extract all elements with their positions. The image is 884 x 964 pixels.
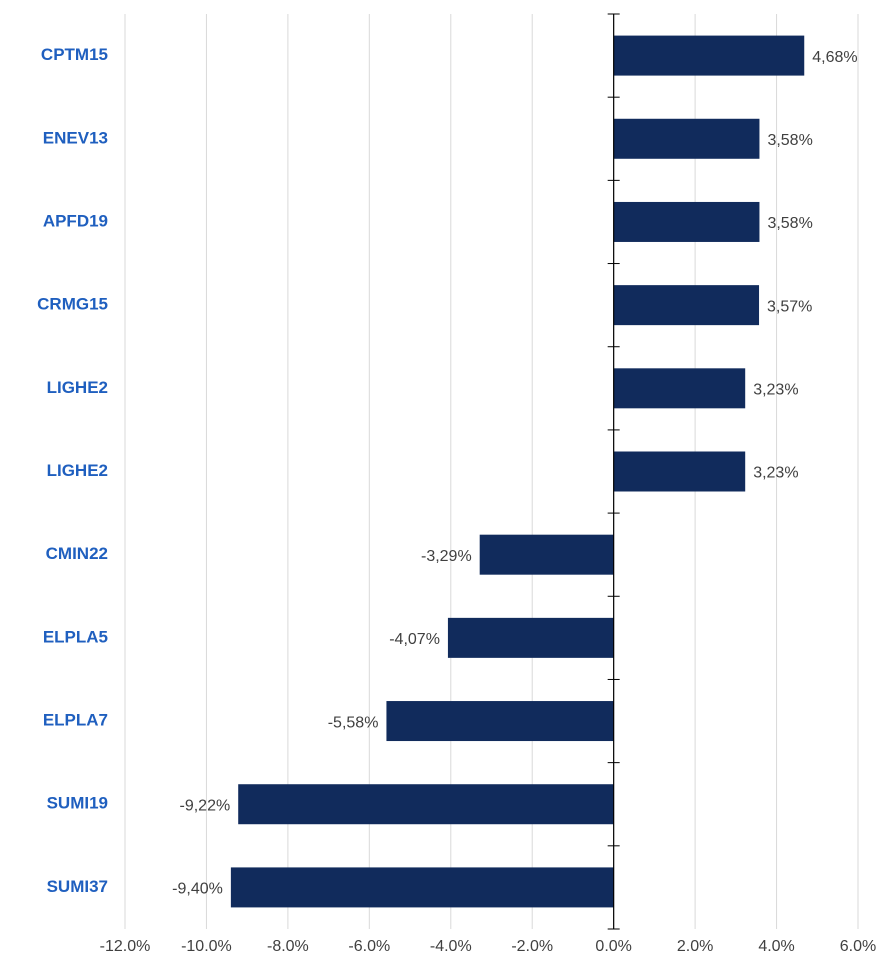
value-label: -4,07% bbox=[389, 631, 440, 648]
category-label: APFD19 bbox=[43, 211, 108, 230]
category-label: LIGHE2 bbox=[47, 461, 108, 480]
x-tick-label: -10.0% bbox=[181, 938, 232, 955]
category-label: ENEV13 bbox=[43, 128, 108, 147]
bar bbox=[238, 784, 614, 825]
value-label: 3,58% bbox=[767, 132, 812, 149]
bar bbox=[386, 701, 614, 742]
bar bbox=[613, 451, 746, 492]
category-label: ELPLA5 bbox=[43, 627, 108, 646]
bar bbox=[613, 35, 805, 76]
value-label: -3,29% bbox=[421, 548, 472, 565]
category-label: CRMG15 bbox=[37, 295, 108, 314]
category-label: SUMI19 bbox=[47, 794, 108, 813]
bar bbox=[479, 534, 614, 575]
value-label: 3,57% bbox=[767, 298, 812, 315]
x-tick-label: -4.0% bbox=[430, 938, 472, 955]
x-tick-label: -8.0% bbox=[267, 938, 309, 955]
value-label: 3,23% bbox=[753, 382, 798, 399]
x-tick-label: 4.0% bbox=[758, 938, 794, 955]
value-label: -5,58% bbox=[328, 714, 379, 731]
x-tick-label: 6.0% bbox=[840, 938, 876, 955]
value-label: -9,40% bbox=[172, 881, 223, 898]
category-label: ELPLA7 bbox=[43, 711, 108, 730]
x-tick-label: 0.0% bbox=[595, 938, 631, 955]
category-label: CMIN22 bbox=[46, 544, 108, 563]
category-label: SUMI37 bbox=[47, 877, 108, 896]
value-label: 3,58% bbox=[767, 215, 812, 232]
bar bbox=[613, 201, 760, 242]
value-label: 3,23% bbox=[753, 465, 798, 482]
bar bbox=[447, 617, 614, 658]
category-label: CPTM15 bbox=[41, 45, 108, 64]
x-tick-label: -2.0% bbox=[511, 938, 553, 955]
x-tick-label: -12.0% bbox=[100, 938, 151, 955]
bar bbox=[613, 368, 746, 409]
bar bbox=[613, 118, 760, 159]
bar bbox=[613, 285, 760, 326]
value-label: 4,68% bbox=[812, 49, 857, 66]
bar bbox=[230, 867, 614, 908]
category-label: LIGHE2 bbox=[47, 378, 108, 397]
x-tick-label: -6.0% bbox=[348, 938, 390, 955]
value-label: -9,22% bbox=[180, 797, 231, 814]
x-tick-label: 2.0% bbox=[677, 938, 713, 955]
